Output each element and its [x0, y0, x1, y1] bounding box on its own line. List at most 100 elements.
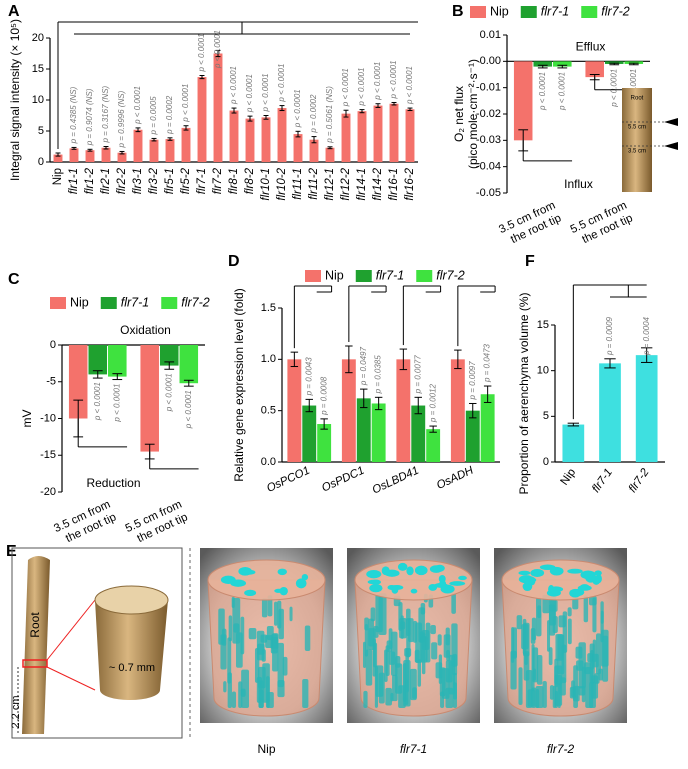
- bar: [341, 113, 351, 162]
- aerenchyma: [443, 634, 451, 658]
- inset-arrow: [664, 142, 678, 150]
- p-value: p < 0.0001: [373, 62, 382, 101]
- p-value: p = 0.0043: [304, 357, 313, 397]
- legend-swatch: [161, 297, 178, 309]
- bar: [341, 359, 356, 462]
- p-value: p < 0.0001: [133, 86, 142, 125]
- legend-label: Nip: [490, 4, 509, 18]
- aerenchyma-top: [367, 579, 381, 585]
- p-value: p < 0.0001: [389, 60, 398, 99]
- legend-label: Nip: [70, 295, 89, 309]
- legend-swatch: [305, 270, 321, 282]
- aerenchyma: [536, 654, 543, 685]
- p-value: p < 0.0001: [557, 72, 566, 111]
- aerenchyma: [409, 668, 417, 701]
- x-tick-label: flr12-1: [324, 168, 336, 201]
- x-tick-label: flr3-2: [148, 167, 160, 194]
- bar: [389, 103, 399, 162]
- bar: [302, 405, 317, 462]
- p-value: p < 0.0001: [293, 89, 302, 128]
- x-tick-label: flr16-2: [404, 167, 416, 200]
- aerenchyma: [233, 623, 240, 633]
- aerenchyma: [278, 608, 284, 640]
- y-tick-label: -0.04: [476, 161, 501, 173]
- aerenchyma-top: [449, 581, 466, 586]
- aerenchyma: [304, 625, 311, 652]
- aerenchyma-top: [438, 575, 446, 583]
- aerenchyma: [421, 632, 426, 675]
- y-tick-label: -10: [40, 412, 56, 424]
- p-value: p < 0.0001: [197, 33, 206, 72]
- bar: [117, 152, 127, 162]
- aerenchyma-top: [295, 578, 307, 589]
- x-tick-label: flr12-2: [340, 167, 352, 200]
- p-value: p < 0.0001: [538, 72, 547, 111]
- bar: [533, 61, 553, 67]
- aerenchyma-top: [518, 570, 531, 576]
- y-tick-label: 10: [537, 365, 549, 377]
- aerenchyma: [370, 607, 376, 622]
- bar: [317, 424, 332, 462]
- root-inset: [622, 88, 652, 192]
- aerenchyma-top: [440, 584, 455, 594]
- panel-label: D: [228, 253, 240, 270]
- aerenchyma-top: [527, 576, 536, 586]
- bar: [165, 139, 175, 162]
- y-tick-label: 5: [38, 125, 44, 137]
- bar: [69, 148, 79, 162]
- y-axis-label: O₂ net flux: [452, 86, 466, 142]
- aerenchyma: [274, 601, 278, 626]
- p-value: p < 0.0001: [181, 84, 190, 123]
- zoom-top: [94, 585, 169, 615]
- aerenchyma: [231, 596, 235, 609]
- aerenchyma-top: [594, 570, 602, 576]
- aerenchyma-top: [366, 570, 382, 579]
- y-tick-label: 0.01: [480, 29, 501, 41]
- aerenchyma: [559, 677, 566, 696]
- aerenchyma: [406, 618, 411, 658]
- p-value: p < 0.0001: [245, 74, 254, 113]
- aerenchyma-top: [434, 564, 445, 572]
- p-value: p < 0.0001: [164, 373, 173, 412]
- aerenchyma: [256, 630, 265, 661]
- p-value: p < 0.0001: [609, 69, 618, 108]
- aerenchyma: [266, 691, 274, 708]
- aerenchyma: [542, 681, 547, 708]
- aerenchyma: [536, 597, 542, 637]
- aerenchyma: [589, 596, 597, 606]
- p-value: p < 0.0001: [112, 384, 121, 423]
- legend-swatch: [416, 270, 433, 282]
- x-tick-label: flr11-1: [292, 168, 304, 200]
- aerenchyma: [535, 689, 540, 708]
- y-tick-label: 0: [38, 156, 44, 168]
- aerenchyma: [368, 618, 374, 647]
- bar: [599, 363, 621, 462]
- aerenchyma: [378, 672, 385, 704]
- bar: [513, 61, 533, 141]
- bar: [53, 154, 63, 162]
- bar: [277, 108, 287, 162]
- aerenchyma: [578, 642, 586, 689]
- aerenchyma: [567, 607, 572, 617]
- root-drawing: [22, 556, 50, 734]
- zoom-line: [46, 599, 96, 661]
- bar: [293, 134, 303, 162]
- y-tick-label: -5: [46, 376, 56, 388]
- aerenchyma: [289, 606, 293, 622]
- aerenchyma-top: [277, 568, 287, 576]
- aerenchyma: [530, 628, 536, 644]
- aerenchyma-top: [591, 575, 599, 581]
- p-value: p < 0.0001: [405, 66, 414, 105]
- aerenchyma: [451, 623, 458, 667]
- sample-label: flr7-2: [547, 742, 575, 756]
- aerenchyma: [241, 669, 249, 708]
- aerenchyma: [399, 617, 407, 639]
- aerenchyma: [524, 652, 528, 666]
- aerenchyma-top: [301, 573, 309, 581]
- y-tick-label: -0.05: [476, 187, 501, 199]
- illustration-frame: [11, 547, 183, 739]
- panel-label: A: [8, 3, 20, 20]
- bar: [465, 410, 480, 462]
